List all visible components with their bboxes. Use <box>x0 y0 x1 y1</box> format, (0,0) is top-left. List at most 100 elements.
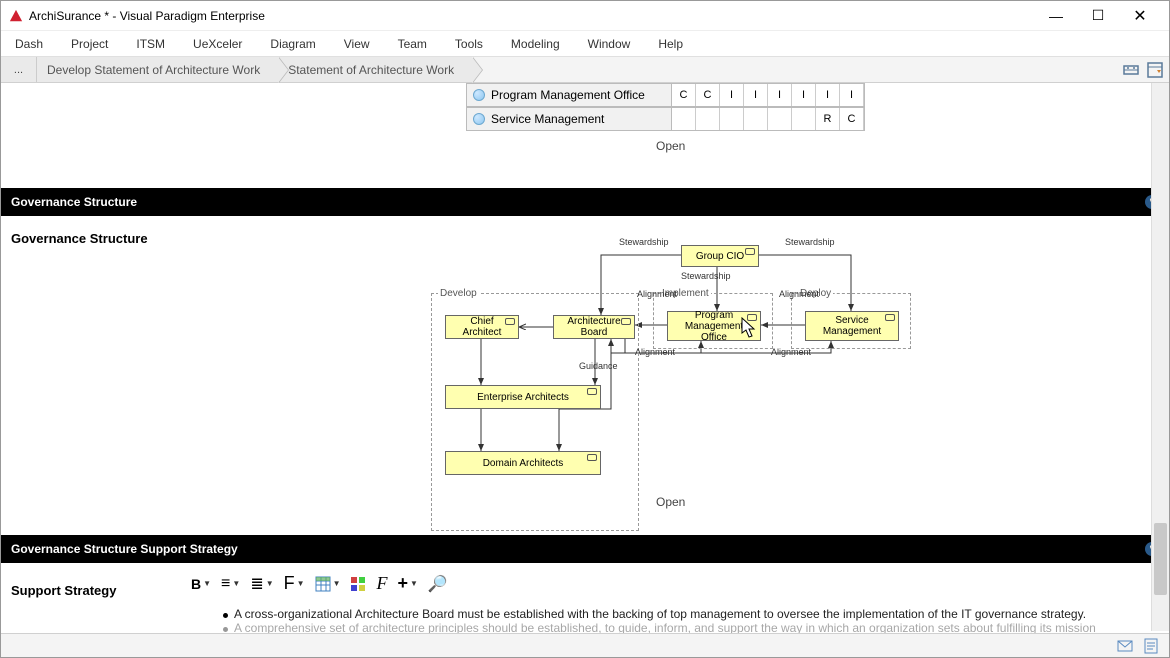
raci-cell[interactable] <box>768 108 792 130</box>
role-icon <box>505 318 515 325</box>
format-toolbar: B▼ ≡▼ ≣▼ F▼ ▼ F +▼ 🔎 <box>191 573 448 594</box>
menu-project[interactable]: Project <box>71 37 108 51</box>
close-button[interactable]: ✕ <box>1119 2 1161 30</box>
minimize-button[interactable]: — <box>1035 2 1077 30</box>
content-area: Program Management Office C C I I I I I … <box>1 83 1169 653</box>
menu-modeling[interactable]: Modeling <box>511 37 560 51</box>
menu-window[interactable]: Window <box>588 37 631 51</box>
node-chief-architect[interactable]: Chief Architect <box>445 315 519 339</box>
support-bullets: A cross-organizational Architecture Boar… <box>223 607 1141 635</box>
raci-cell[interactable] <box>720 108 744 130</box>
raci-cell[interactable] <box>792 108 816 130</box>
align-button[interactable]: ≡▼ <box>221 575 240 593</box>
scrollbar-thumb[interactable] <box>1154 523 1167 595</box>
bold-button[interactable]: B▼ <box>191 576 211 592</box>
window-controls: — ☐ ✕ <box>1035 2 1161 30</box>
raci-label-text: Service Management <box>491 112 604 126</box>
window-title: ArchiSurance * - Visual Paradigm Enterpr… <box>29 9 1035 23</box>
edge-label: Alignment <box>779 289 819 299</box>
edge-label: Stewardship <box>619 237 669 247</box>
menu-view[interactable]: View <box>344 37 370 51</box>
group-label: Develop <box>438 288 479 299</box>
section-title: Governance Structure <box>11 195 137 209</box>
menu-diagram[interactable]: Diagram <box>270 37 315 51</box>
menu-help[interactable]: Help <box>658 37 683 51</box>
node-group-cio[interactable]: Group CIO <box>681 245 759 267</box>
support-title: Support Strategy <box>11 583 116 598</box>
raci-cell[interactable] <box>696 108 720 130</box>
breadcrumb-tools <box>1123 62 1163 78</box>
node-pmo[interactable]: Program Management Office <box>667 311 761 341</box>
menu-bar: Dash Project ITSM UeXceler Diagram View … <box>1 31 1169 57</box>
diagram-open-link[interactable]: Open <box>656 495 685 509</box>
edge-label: Stewardship <box>785 237 835 247</box>
app-icon <box>9 9 23 23</box>
bullet-item: A cross-organizational Architecture Boar… <box>223 607 1141 621</box>
raci-open-link[interactable]: Open <box>656 139 685 153</box>
edge-label: Alignment <box>635 347 675 357</box>
raci-label-pmo: Program Management Office <box>467 84 672 106</box>
raci-cell[interactable]: I <box>840 84 864 106</box>
raci-cell[interactable]: I <box>720 84 744 106</box>
node-service-management[interactable]: Service Management <box>805 311 899 341</box>
bullet-icon <box>223 627 228 632</box>
title-bar: ArchiSurance * - Visual Paradigm Enterpr… <box>1 1 1169 31</box>
maximize-button[interactable]: ☐ <box>1077 2 1119 30</box>
section-header-governance[interactable]: Governance Structure <box>1 188 1169 216</box>
bullet-icon <box>223 613 228 618</box>
raci-label-sm: Service Management <box>467 108 672 130</box>
raci-label-text: Program Management Office <box>491 88 645 102</box>
tool-icon-1[interactable] <box>1123 62 1139 78</box>
vertical-scrollbar[interactable] <box>1151 83 1169 631</box>
raci-cell[interactable] <box>744 108 768 130</box>
note-icon[interactable] <box>1143 638 1159 654</box>
section-header-support[interactable]: Governance Structure Support Strategy <box>1 535 1169 563</box>
add-button[interactable]: +▼ <box>397 573 417 594</box>
raci-cell[interactable] <box>672 108 696 130</box>
raci-cell[interactable]: R <box>816 108 840 130</box>
tool-icon-2[interactable] <box>1147 62 1163 78</box>
breadcrumb-bar: ... Develop Statement of Architecture Wo… <box>1 57 1169 83</box>
breadcrumb-start[interactable]: ... <box>1 57 37 82</box>
raci-cell[interactable]: C <box>696 84 720 106</box>
governance-diagram[interactable]: Develop Implement Deploy Group CIO Chief… <box>1 233 1151 513</box>
raci-cell[interactable]: I <box>816 84 840 106</box>
circle-icon <box>473 89 485 101</box>
menu-tools[interactable]: Tools <box>455 37 483 51</box>
role-icon <box>587 454 597 461</box>
raci-row-pmo[interactable]: Program Management Office C C I I I I I … <box>466 83 865 107</box>
menu-team[interactable]: Team <box>398 37 427 51</box>
edge-label: Alignment <box>637 289 677 299</box>
status-bar <box>1 633 1169 657</box>
edge-label: Stewardship <box>681 271 731 281</box>
style-button[interactable]: F <box>376 573 387 594</box>
raci-row-sm[interactable]: Service Management R C <box>466 107 865 131</box>
section-title: Governance Structure Support Strategy <box>11 542 238 556</box>
color-button[interactable] <box>350 576 366 592</box>
edge-label: Alignment <box>771 347 811 357</box>
raci-cell[interactable]: I <box>792 84 816 106</box>
raci-cell[interactable]: C <box>672 84 696 106</box>
role-icon <box>885 314 895 321</box>
raci-cell[interactable]: I <box>768 84 792 106</box>
table-button[interactable]: ▼ <box>315 576 341 592</box>
raci-cell[interactable]: C <box>840 108 864 130</box>
breadcrumb-item-2[interactable]: Statement of Architecture Work <box>278 57 472 82</box>
mail-icon[interactable] <box>1117 638 1133 654</box>
edge-label: Guidance <box>579 361 618 371</box>
role-icon <box>747 314 757 321</box>
find-button[interactable]: 🔎 <box>428 574 448 594</box>
menu-itsm[interactable]: ITSM <box>136 37 165 51</box>
raci-cell[interactable]: I <box>744 84 768 106</box>
role-icon <box>745 248 755 255</box>
menu-uexceler[interactable]: UeXceler <box>193 37 242 51</box>
role-icon <box>587 388 597 395</box>
menu-dash[interactable]: Dash <box>15 37 43 51</box>
breadcrumb-item-1[interactable]: Develop Statement of Architecture Work <box>37 57 278 82</box>
raci-table: Program Management Office C C I I I I I … <box>466 83 865 131</box>
font-button[interactable]: F▼ <box>284 573 305 594</box>
node-architecture-board[interactable]: Architecture Board <box>553 315 635 339</box>
list-button[interactable]: ≣▼ <box>250 574 273 594</box>
node-domain-architects[interactable]: Domain Architects <box>445 451 601 475</box>
node-enterprise-architects[interactable]: Enterprise Architects <box>445 385 601 409</box>
